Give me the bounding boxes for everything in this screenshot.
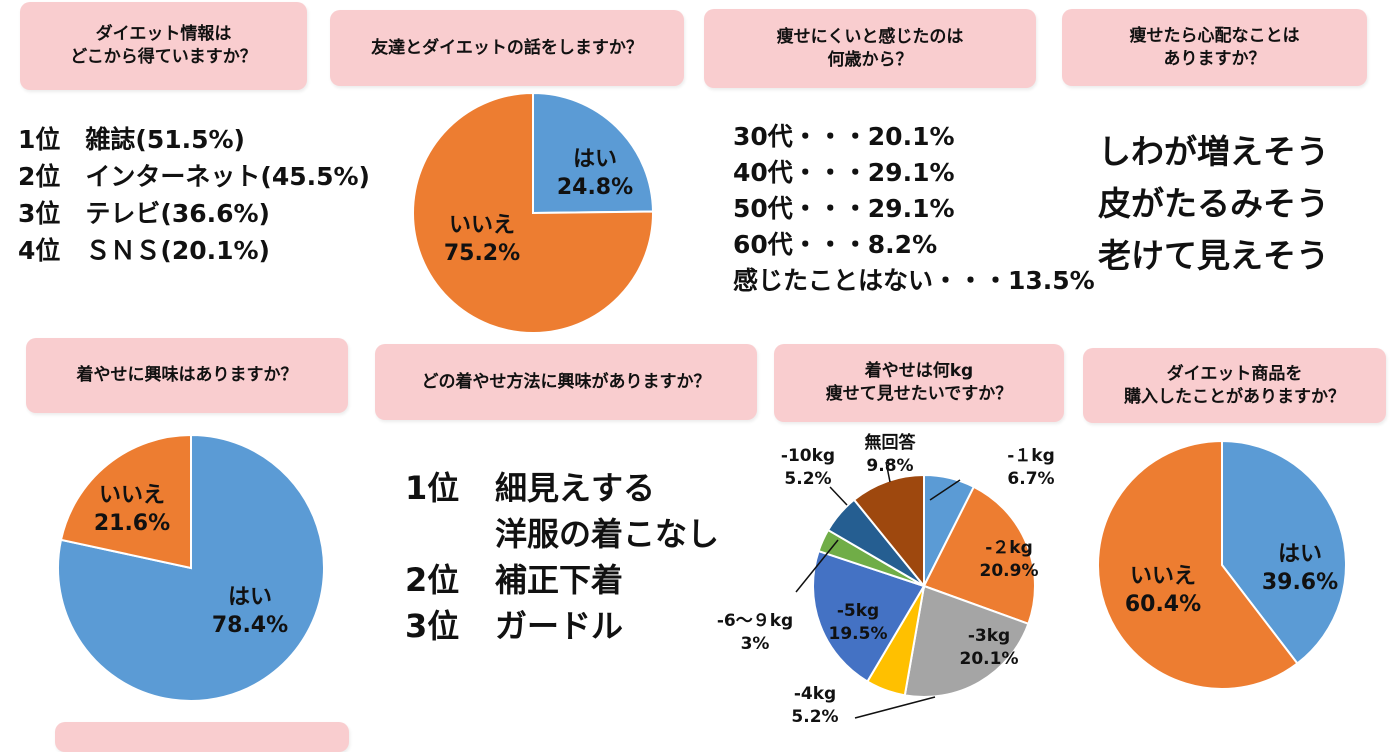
method-label: 洋服の着こなし <box>495 515 720 553</box>
slice-label: 無回答 <box>865 432 917 453</box>
pie-slice <box>532 91 655 215</box>
purchase-pie: はい 39.6% いいえ 60.4% <box>1097 439 1347 690</box>
age-answer-item: 60代・・・8.2% <box>733 230 938 259</box>
age-answer-item: 30代・・・20.1% <box>733 122 955 151</box>
question-age: 痩せにくいと感じたのは 何歳から？ <box>704 9 1036 88</box>
slice-value-label: 5.2% <box>784 469 831 489</box>
slice-label: -２kg <box>985 538 1033 558</box>
slice-label: いいえ <box>449 213 515 238</box>
slice-label: -4kg <box>794 684 836 704</box>
friends-pie-chart: はい 24.8% いいえ 75.2% はい 78.4% いいえ 21.6% -１kg 6.7% -２… <box>57 91 1347 727</box>
ranking-item: 3位 テレビ(36.6%) <box>18 199 270 228</box>
method-item: 2位 補正下着 <box>405 557 719 603</box>
age-answer-item: 50代・・・29.1% <box>733 194 955 223</box>
slice-value-label: 20.9% <box>980 561 1039 581</box>
slice-label: いいえ <box>1130 564 1196 589</box>
slice-value-label: 60.4% <box>1125 592 1201 617</box>
question-method: どの着やせ方法に興味がありますか？ <box>375 344 757 420</box>
age-answer-list: 30代・・・20.1% 40代・・・29.1% 50代・・・29.1% 60代・… <box>733 119 1095 299</box>
leader-line <box>829 486 848 506</box>
slice-value-label: 3% <box>741 634 770 654</box>
kg-pie: -１kg 6.7% -２kg 20.9% -3kg 20.1% -4kg 5.2% -5kg 19… <box>717 432 1055 727</box>
question-interest: 着やせに興味はありますか？ <box>26 338 348 413</box>
method-item: 1位 細見えする <box>405 465 719 511</box>
slice-label: -１kg <box>1007 446 1055 466</box>
interest-pie: はい 78.4% いいえ 21.6% <box>57 433 325 702</box>
pie-slice <box>903 584 1030 698</box>
slice-value-label: 24.8% <box>557 175 633 200</box>
worry-item: 皮がたるみそう <box>1098 184 1329 223</box>
age-answer-item: 40代・・・29.1% <box>733 158 955 187</box>
ranking-item: 1位 雑誌(51.5%) <box>18 125 245 154</box>
method-label: 補正下着 <box>495 561 624 599</box>
method-item: 3位 ガードル <box>405 603 719 649</box>
leader-line <box>929 479 961 501</box>
worry-item: 老けて見えそう <box>1098 236 1329 275</box>
slice-label: はい <box>573 147 617 172</box>
slice-value-label: 75.2% <box>444 241 520 266</box>
slice-value-label: 5.2% <box>791 707 838 727</box>
question-friends: 友達とダイエットの話をしますか？ <box>330 10 684 86</box>
slice-label: -3kg <box>968 626 1010 646</box>
question-purchase: ダイエット商品を 購入したことがありますか？ <box>1083 348 1386 423</box>
question-age-text: 痩せにくいと感じたのは 何歳から？ <box>776 26 964 70</box>
friends-pie: はい 24.8% いいえ 75.2% <box>412 91 655 334</box>
method-item: 洋服の着こなし <box>405 511 719 557</box>
pie-slice <box>59 433 192 570</box>
method-rank: 1位 <box>405 469 460 507</box>
method-ranking: 1位 細見えする 洋服の着こなし 2位 補正下着 3位 ガードル <box>405 465 719 649</box>
slice-value-label: 19.5% <box>829 624 888 644</box>
slice-value-label: 20.1% <box>960 649 1019 669</box>
question-method-text: どの着やせ方法に興味がありますか？ <box>421 371 711 392</box>
slice-value-label: 78.4% <box>212 613 288 638</box>
pie-slice <box>812 549 926 683</box>
question-worry: 痩せたら心配なことは ありますか？ <box>1062 9 1367 86</box>
slice-value-label: 21.6% <box>94 511 170 536</box>
slice-label: -10kg <box>781 446 835 466</box>
question-friends-text: 友達とダイエットの話をしますか？ <box>371 37 643 58</box>
method-label: 細見えする <box>495 469 656 507</box>
question-kg: 着やせは何kg 痩せて見せたいですか？ <box>774 344 1064 422</box>
question-worry-text: 痩せたら心配なことは ありますか？ <box>1129 25 1300 69</box>
question-purchase-text: ダイエット商品を 購入したことがありますか？ <box>1124 363 1345 407</box>
info-source-ranking: 1位 雑誌(51.5%) 2位 インターネット(45.5%) 3位 テレビ(36… <box>18 121 370 269</box>
slice-label: -5kg <box>837 601 879 621</box>
question-interest-text: 着やせに興味はありますか？ <box>76 365 298 386</box>
leader-line <box>854 696 936 719</box>
worry-list: しわが増えそう 皮がたるみそう 老けて見えそう <box>1098 126 1329 282</box>
age-answer-item: 感じたことはない・・・13.5% <box>733 266 1095 295</box>
slice-value-label: 6.7% <box>1007 469 1054 489</box>
slice-label: はい <box>1278 542 1322 567</box>
pie-slice <box>922 485 1036 626</box>
question-info-source-text: ダイエット情報は どこから得ていますか？ <box>70 24 257 67</box>
slice-label: いいえ <box>99 483 165 508</box>
method-rank: 2位 <box>405 561 460 599</box>
method-label: ガードル <box>495 607 624 645</box>
slice-value-label: 9.8% <box>866 456 913 476</box>
pie-slice <box>1097 439 1299 690</box>
question-info-source: ダイエット情報は どこから得ていますか？ <box>20 2 307 90</box>
slice-label: はい <box>228 585 272 610</box>
worry-item: しわが増えそう <box>1098 132 1329 171</box>
leader-line <box>795 539 839 593</box>
pie-slice <box>412 91 654 334</box>
method-rank: 3位 <box>405 607 460 645</box>
pie-slice <box>1221 439 1347 665</box>
pie-slice <box>852 473 925 589</box>
question-kg-text: 着やせは何kg 痩せて見せたいですか？ <box>825 361 1013 404</box>
slice-label: -6～９kg <box>717 611 793 631</box>
ranking-item: 2位 インターネット(45.5%) <box>18 162 370 191</box>
ranking-item: 4位 ＳＮＳ(20.1%) <box>18 236 270 265</box>
leader-line <box>885 461 891 483</box>
slice-value-label: 39.6% <box>1262 570 1338 595</box>
